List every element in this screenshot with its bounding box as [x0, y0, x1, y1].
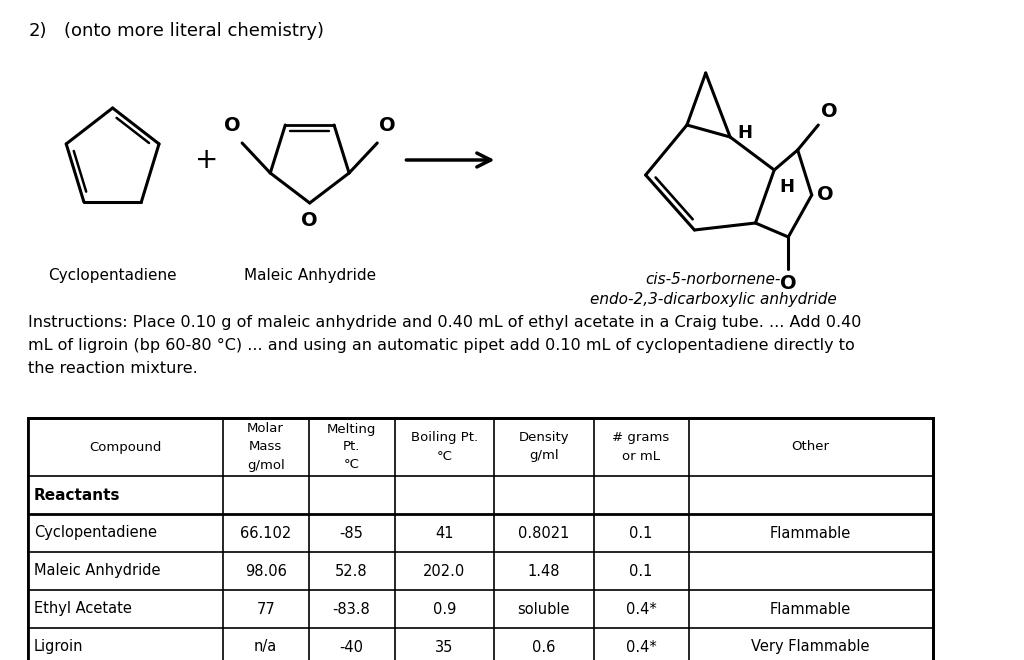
Text: 98.06: 98.06 [245, 564, 287, 579]
Text: 66.102: 66.102 [240, 525, 291, 541]
Text: -83.8: -83.8 [333, 601, 371, 616]
Text: O: O [817, 185, 834, 205]
Text: Ethyl Acetate: Ethyl Acetate [34, 601, 132, 616]
Text: n/a: n/a [254, 640, 278, 655]
Text: -40: -40 [340, 640, 364, 655]
Text: Reactants: Reactants [34, 488, 120, 502]
Text: 0.4*: 0.4* [626, 640, 656, 655]
Text: # grams
or mL: # grams or mL [612, 432, 670, 463]
Text: Maleic Anhydride: Maleic Anhydride [244, 268, 376, 283]
Text: O: O [301, 211, 318, 230]
Text: Boiling Pt.
°C: Boiling Pt. °C [411, 432, 478, 463]
Text: 0.6: 0.6 [532, 640, 555, 655]
Text: 0.4*: 0.4* [626, 601, 656, 616]
Text: H: H [737, 124, 753, 142]
Text: Ligroin: Ligroin [34, 640, 83, 655]
Text: soluble: soluble [517, 601, 570, 616]
Text: Flammable: Flammable [770, 601, 851, 616]
Text: Maleic Anhydride: Maleic Anhydride [34, 564, 161, 579]
Text: Cyclopentadiene: Cyclopentadiene [48, 268, 177, 283]
Text: (onto more literal chemistry): (onto more literal chemistry) [63, 22, 324, 40]
Text: H: H [779, 178, 794, 196]
Text: Flammable: Flammable [770, 525, 851, 541]
Text: 0.9: 0.9 [432, 601, 456, 616]
Text: Compound: Compound [89, 440, 162, 453]
Text: 1.48: 1.48 [527, 564, 560, 579]
Text: 0.1: 0.1 [630, 525, 652, 541]
Text: Very Flammable: Very Flammable [752, 640, 870, 655]
Text: 35: 35 [435, 640, 454, 655]
Text: O: O [223, 116, 241, 135]
Bar [28, 418, 933, 660]
Text: 2): 2) [28, 22, 47, 40]
Text: Molar
Mass
g/mol: Molar Mass g/mol [247, 422, 285, 471]
Text: Cyclopentadiene: Cyclopentadiene [34, 525, 157, 541]
Text: O: O [821, 102, 838, 121]
Text: 0.8021: 0.8021 [518, 525, 569, 541]
Text: cis-5-norbornene-: cis-5-norbornene- [645, 272, 781, 287]
Text: 52.8: 52.8 [335, 564, 368, 579]
Text: endo-2,3-dicarboxylic anhydride: endo-2,3-dicarboxylic anhydride [590, 292, 837, 307]
Text: Melting
Pt.
°C: Melting Pt. °C [327, 422, 376, 471]
Text: 41: 41 [435, 525, 454, 541]
Text: Instructions: Place 0.10 g of maleic anhydride and 0.40 mL of ethyl acetate in a: Instructions: Place 0.10 g of maleic anh… [28, 315, 861, 376]
Text: 77: 77 [256, 601, 275, 616]
Text: O: O [780, 274, 797, 293]
Text: Other: Other [792, 440, 829, 453]
Text: +: + [195, 146, 218, 174]
Text: O: O [379, 116, 395, 135]
Text: -85: -85 [340, 525, 364, 541]
Text: 202.0: 202.0 [423, 564, 466, 579]
Text: Density
g/ml: Density g/ml [518, 432, 569, 463]
Text: 0.1: 0.1 [630, 564, 652, 579]
